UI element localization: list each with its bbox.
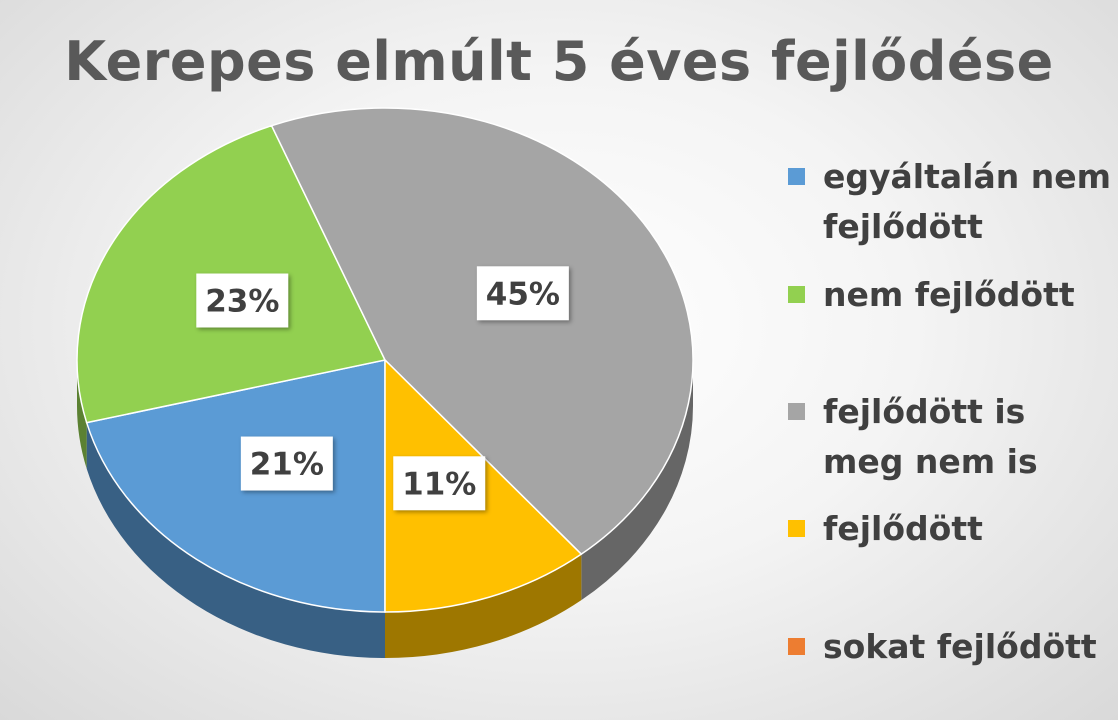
legend-label-3: fejlődött	[823, 509, 983, 548]
legend-swatch-2	[788, 403, 805, 420]
legend-label-2: fejlődött is meg nem is	[823, 392, 1038, 481]
data-label-box-1	[196, 273, 289, 328]
legend-item-3: fejlődött	[788, 504, 1113, 554]
pie-sides	[77, 360, 693, 658]
data-label-1: 23%	[205, 284, 279, 320]
pie-side-2	[581, 360, 693, 601]
data-label-box-3	[393, 456, 486, 511]
data-labels: 21% 23% 45% 11%	[196, 266, 569, 511]
legend-label-0: egyáltalán nem fejlődött	[823, 157, 1111, 246]
chart-title: Kerepes elmúlt 5 éves fejlődése	[64, 30, 1054, 93]
legend-item-2: fejlődött is meg nem is	[788, 387, 1113, 487]
pie-slice-0	[85, 359, 386, 613]
data-label-3: 11%	[402, 466, 476, 502]
legend-item-1: nem fejlődött	[788, 270, 1113, 320]
pie-slices	[76, 107, 694, 613]
data-label-box-0	[240, 436, 333, 491]
legend-item-0: egyáltalán nem fejlődött	[788, 152, 1113, 252]
data-label-box-2	[476, 266, 569, 321]
pie-slice-2	[270, 107, 694, 556]
data-label-2: 45%	[486, 276, 560, 312]
legend-swatch-4	[788, 638, 805, 655]
legend-label-4: sokat fejlődött	[823, 627, 1097, 666]
legend-label-1: nem fejlődött	[823, 275, 1075, 314]
pie-side-3	[385, 554, 582, 658]
pie-side-0	[86, 422, 385, 658]
data-label-0: 21%	[250, 447, 324, 483]
legend-swatch-1	[788, 286, 805, 303]
legend-item-4: sokat fejlődött	[788, 622, 1113, 672]
pie-side-1	[77, 360, 87, 469]
legend-swatch-3	[788, 520, 805, 537]
legend-swatch-0	[788, 168, 805, 185]
